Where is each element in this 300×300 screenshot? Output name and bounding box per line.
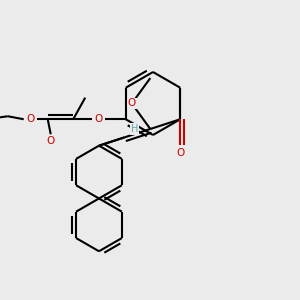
Text: O: O (128, 98, 136, 109)
Text: O: O (176, 148, 184, 158)
Text: O: O (26, 114, 34, 124)
Text: O: O (46, 136, 55, 146)
Text: H: H (130, 124, 138, 134)
Text: O: O (94, 114, 103, 124)
